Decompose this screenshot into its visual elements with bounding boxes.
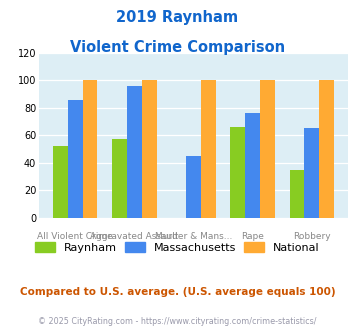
Text: Violent Crime Comparison: Violent Crime Comparison xyxy=(70,40,285,54)
Text: Compared to U.S. average. (U.S. average equals 100): Compared to U.S. average. (U.S. average … xyxy=(20,287,335,297)
Text: © 2025 CityRating.com - https://www.cityrating.com/crime-statistics/: © 2025 CityRating.com - https://www.city… xyxy=(38,317,317,326)
Bar xyxy=(53,146,68,218)
Bar xyxy=(127,86,142,218)
Bar xyxy=(245,113,260,218)
Text: 2019 Raynham: 2019 Raynham xyxy=(116,10,239,25)
Bar xyxy=(230,127,245,218)
Bar xyxy=(186,156,201,218)
Bar xyxy=(260,80,275,218)
Bar xyxy=(112,139,127,218)
Text: Rape: Rape xyxy=(241,232,264,241)
Bar xyxy=(304,128,319,218)
Text: Aggravated Assault: Aggravated Assault xyxy=(90,232,179,241)
Bar xyxy=(319,80,334,218)
Bar xyxy=(290,170,304,218)
Legend: Raynham, Massachusetts, National: Raynham, Massachusetts, National xyxy=(33,240,322,255)
Text: Murder & Mans...: Murder & Mans... xyxy=(155,232,232,241)
Bar xyxy=(83,80,97,218)
Bar xyxy=(142,80,157,218)
Bar xyxy=(201,80,215,218)
Bar xyxy=(68,100,83,218)
Text: Robbery: Robbery xyxy=(293,232,331,241)
Text: All Violent Crime: All Violent Crime xyxy=(37,232,113,241)
